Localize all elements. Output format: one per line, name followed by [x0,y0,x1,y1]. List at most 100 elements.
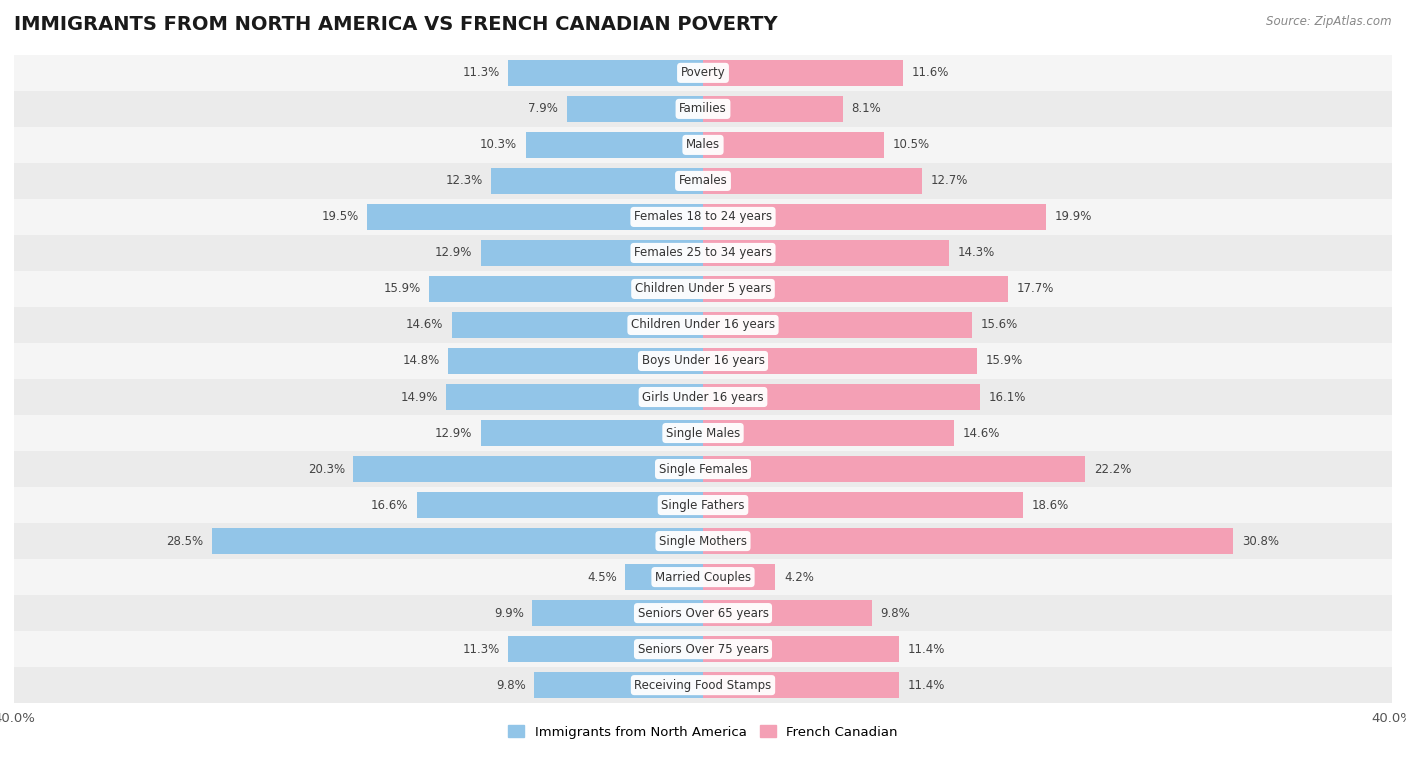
Text: 28.5%: 28.5% [166,534,204,547]
Bar [14,523,1392,559]
Bar [14,487,1392,523]
Text: Children Under 5 years: Children Under 5 years [634,283,772,296]
Text: 15.6%: 15.6% [980,318,1018,331]
Bar [449,348,703,374]
Text: Single Females: Single Females [658,462,748,475]
Bar [703,96,842,122]
Bar [703,384,980,410]
Bar [509,60,703,86]
Bar [14,415,1392,451]
Text: 14.8%: 14.8% [402,355,440,368]
Text: 18.6%: 18.6% [1032,499,1069,512]
Text: Families: Families [679,102,727,115]
Text: 11.6%: 11.6% [911,67,949,80]
Text: 16.1%: 16.1% [988,390,1026,403]
Text: 12.9%: 12.9% [434,246,472,259]
Text: 4.2%: 4.2% [785,571,814,584]
Text: 11.4%: 11.4% [908,678,945,691]
Text: 19.5%: 19.5% [322,211,359,224]
Bar [14,451,1392,487]
Text: 12.9%: 12.9% [434,427,472,440]
Bar [703,348,977,374]
Bar [703,204,1046,230]
Bar [626,564,703,590]
Bar [212,528,703,554]
Bar [14,163,1392,199]
Bar [534,672,703,698]
Text: Poverty: Poverty [681,67,725,80]
Text: Single Fathers: Single Fathers [661,499,745,512]
Bar [703,456,1085,482]
Text: 30.8%: 30.8% [1241,534,1279,547]
Text: 19.9%: 19.9% [1054,211,1091,224]
Bar [14,55,1392,91]
Bar [703,492,1024,518]
Text: Males: Males [686,139,720,152]
Text: IMMIGRANTS FROM NORTH AMERICA VS FRENCH CANADIAN POVERTY: IMMIGRANTS FROM NORTH AMERICA VS FRENCH … [14,15,778,34]
Bar [703,564,775,590]
Text: 12.7%: 12.7% [931,174,967,187]
Text: Seniors Over 75 years: Seniors Over 75 years [637,643,769,656]
Text: 9.8%: 9.8% [880,606,910,619]
Bar [481,240,703,266]
Bar [703,636,900,662]
Text: 9.9%: 9.9% [494,606,524,619]
Bar [14,559,1392,595]
Bar [509,636,703,662]
Bar [429,276,703,302]
Text: 11.3%: 11.3% [463,643,499,656]
Bar [14,199,1392,235]
Text: 12.3%: 12.3% [446,174,482,187]
Bar [703,312,972,338]
Text: 15.9%: 15.9% [384,283,420,296]
Text: Source: ZipAtlas.com: Source: ZipAtlas.com [1267,15,1392,28]
Bar [446,384,703,410]
Legend: Immigrants from North America, French Canadian: Immigrants from North America, French Ca… [503,720,903,744]
Bar [703,168,922,194]
Bar [481,420,703,446]
Bar [14,631,1392,667]
Text: 20.3%: 20.3% [308,462,344,475]
Bar [14,91,1392,127]
Text: 14.6%: 14.6% [405,318,443,331]
Text: Seniors Over 65 years: Seniors Over 65 years [637,606,769,619]
Text: Females: Females [679,174,727,187]
Bar [703,600,872,626]
Text: 16.6%: 16.6% [371,499,409,512]
Text: 10.3%: 10.3% [479,139,517,152]
Text: 4.5%: 4.5% [588,571,617,584]
Bar [703,420,955,446]
Text: 14.9%: 14.9% [401,390,437,403]
Bar [703,240,949,266]
Bar [14,127,1392,163]
Bar [703,276,1008,302]
Bar [451,312,703,338]
Text: 14.6%: 14.6% [963,427,1001,440]
Bar [703,672,900,698]
Bar [491,168,703,194]
Text: Married Couples: Married Couples [655,571,751,584]
Text: Females 25 to 34 years: Females 25 to 34 years [634,246,772,259]
Text: 11.4%: 11.4% [908,643,945,656]
Bar [353,456,703,482]
Bar [526,132,703,158]
Text: Single Mothers: Single Mothers [659,534,747,547]
Text: Females 18 to 24 years: Females 18 to 24 years [634,211,772,224]
Bar [14,271,1392,307]
Bar [14,343,1392,379]
Text: 10.5%: 10.5% [893,139,929,152]
Text: 17.7%: 17.7% [1017,283,1054,296]
Text: Single Males: Single Males [666,427,740,440]
Bar [703,528,1233,554]
Bar [533,600,703,626]
Text: Receiving Food Stamps: Receiving Food Stamps [634,678,772,691]
Bar [14,307,1392,343]
Bar [703,132,884,158]
Bar [14,667,1392,703]
Text: 14.3%: 14.3% [957,246,995,259]
Text: 8.1%: 8.1% [851,102,882,115]
Text: 7.9%: 7.9% [529,102,558,115]
Text: 9.8%: 9.8% [496,678,526,691]
Bar [703,60,903,86]
Bar [567,96,703,122]
